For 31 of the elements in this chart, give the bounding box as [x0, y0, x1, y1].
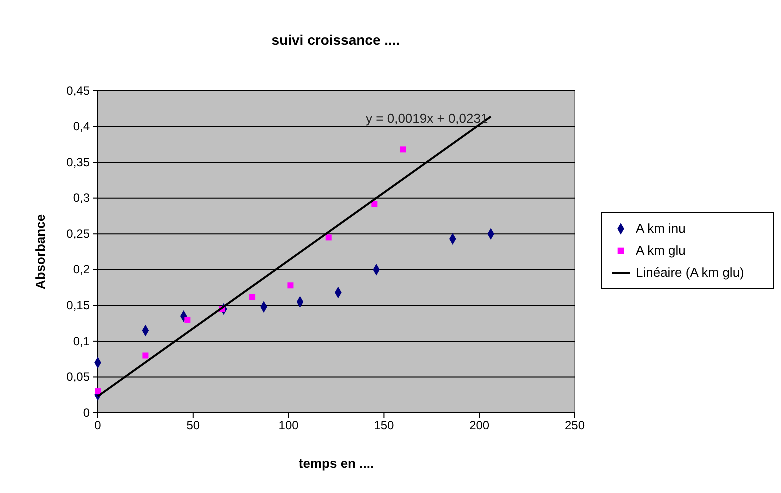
- legend-label: Linéaire (A km glu): [636, 265, 744, 280]
- x-tick-label: 150: [374, 418, 395, 433]
- y-tick-label: 0,4: [73, 120, 90, 134]
- point: [250, 294, 256, 300]
- point: [372, 201, 378, 208]
- y-axis-title: Absorbance: [33, 214, 48, 290]
- x-axis-title: temps en ....: [298, 456, 374, 471]
- annotation: y = 0,0019x + 0,0231: [366, 111, 488, 126]
- x-tick-label: 50: [186, 418, 200, 433]
- y-tick-label: 0,15: [66, 298, 90, 313]
- y-tick-label: 0,05: [66, 370, 90, 384]
- y-tick-label: 0: [83, 406, 90, 420]
- y-tick-label: 0,2: [73, 262, 90, 277]
- x-tick-label: 200: [470, 418, 490, 433]
- x-tick-label: 0: [94, 418, 102, 433]
- point: [326, 234, 332, 241]
- x-tick-label: 250: [564, 418, 586, 433]
- point: [288, 282, 294, 289]
- x-tick-label: 100: [278, 418, 300, 433]
- y-tick-label: 0,3: [73, 191, 90, 206]
- point: [142, 352, 149, 359]
- chart-title: suivi croissance ....: [272, 32, 400, 48]
- y-tick-label: 0,25: [66, 226, 90, 241]
- y-tick-label: 0,35: [66, 155, 90, 170]
- y-tick-label: 0,45: [66, 84, 90, 98]
- point: [400, 146, 406, 153]
- point: [184, 316, 191, 323]
- legend-label: A km inu: [636, 221, 686, 236]
- point: [95, 388, 101, 395]
- legend-label: A km glu: [636, 243, 686, 258]
- y-tick-label: 0,1: [73, 334, 90, 348]
